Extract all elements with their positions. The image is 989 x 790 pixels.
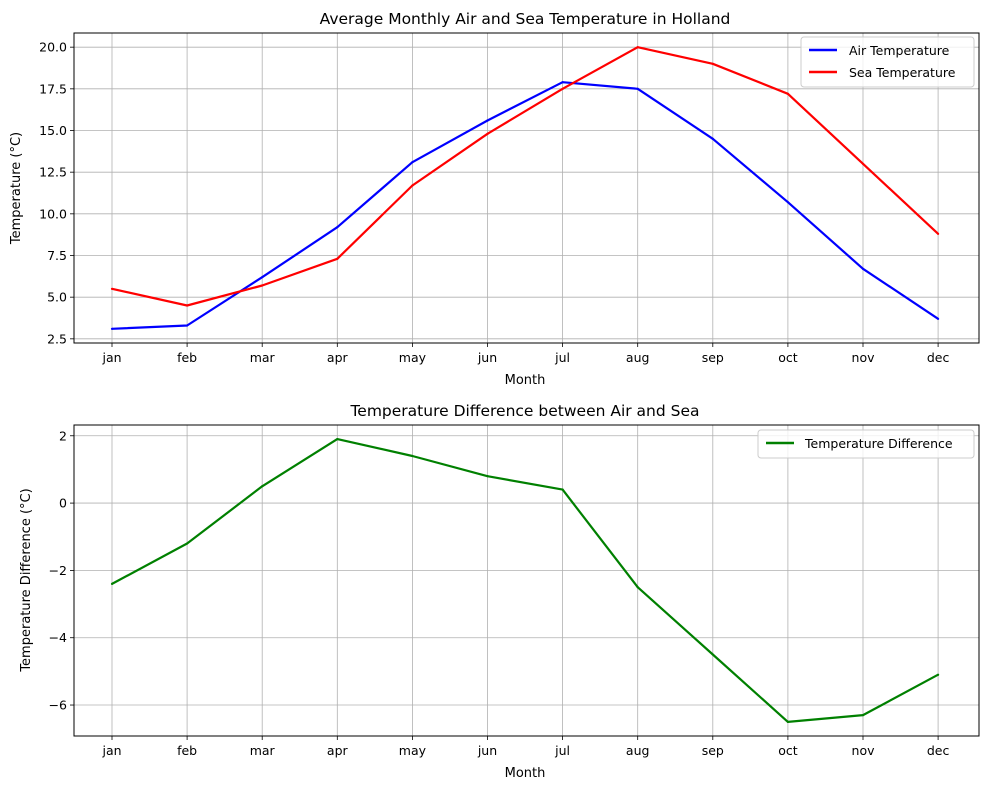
data-point-air-temperature — [336, 226, 339, 229]
axis-ticks: jan feb mar apr may jun jul aug sep oct nov dec 2.5 5… — [39, 40, 949, 365]
series-lines — [110, 438, 940, 724]
data-point-sea-temperature — [636, 46, 639, 49]
y-axis-label: Temperature Difference (°C) — [19, 488, 34, 672]
x-tick-label: feb — [177, 350, 197, 365]
x-tick-label: may — [399, 350, 427, 365]
data-point-sea-temperature — [937, 232, 940, 235]
x-tick-label: apr — [327, 350, 349, 365]
data-point-sea-temperature — [110, 287, 114, 290]
data-point-air-temperature — [786, 201, 790, 204]
data-point-air-temperature — [711, 137, 714, 140]
data-point-temperature-difference — [711, 653, 714, 656]
series-line-sea-temperature — [111, 46, 939, 307]
x-tick-label: sep — [702, 743, 724, 758]
data-point-temperature-difference — [486, 475, 489, 478]
data-point-air-temperature — [937, 317, 940, 320]
data-point-temperature-difference — [937, 673, 940, 676]
data-point-temperature-difference — [336, 438, 339, 441]
legend-label-sea-temperature: Sea Temperature — [849, 65, 956, 80]
y-tick-label: 2 — [59, 428, 67, 443]
data-point-air-temperature — [186, 324, 189, 327]
series-line-temperature-difference — [111, 438, 939, 724]
y-tick-label: −2 — [49, 563, 67, 578]
legend-label-temperature-difference: Temperature Difference — [804, 436, 953, 451]
x-tick-label: jan — [101, 743, 121, 758]
data-point-air-temperature — [110, 327, 114, 330]
data-point-air-temperature — [636, 87, 639, 90]
plot-area-frame — [73, 424, 980, 737]
x-tick-label: mar — [250, 743, 276, 758]
y-tick-label: 5.0 — [47, 290, 67, 305]
data-point-air-temperature — [561, 81, 564, 84]
data-point-sea-temperature — [261, 284, 264, 287]
x-axis-label: Month — [505, 766, 546, 781]
x-tick-label: dec — [927, 743, 950, 758]
y-tick-label: 20.0 — [39, 40, 67, 55]
legend: Air Temperature Sea Temperature — [800, 36, 975, 88]
data-point-sea-temperature — [186, 304, 189, 307]
legend: Temperature Difference — [757, 429, 975, 459]
chart-air-sea-temperature: Average Monthly Air and Sea Temperature … — [9, 10, 980, 388]
x-tick-label: nov — [852, 743, 876, 758]
legend-box — [800, 36, 975, 88]
x-tick-label: mar — [250, 350, 276, 365]
axis-ticks: jan feb mar apr may jun jul aug sep oct nov dec −6 −4… — [49, 428, 950, 758]
data-point-temperature-difference — [411, 454, 414, 458]
y-tick-label: 0 — [59, 496, 67, 511]
y-tick-label: 7.5 — [47, 248, 67, 263]
data-point-sea-temperature — [711, 62, 714, 65]
data-point-temperature-difference — [110, 582, 114, 585]
y-tick-label: −4 — [49, 630, 67, 645]
series-line-air-temperature — [111, 81, 939, 330]
x-tick-label: jul — [554, 743, 570, 758]
data-point-air-temperature — [861, 267, 865, 270]
x-tick-label: jun — [477, 743, 497, 758]
x-tick-label: dec — [927, 350, 950, 365]
data-point-sea-temperature — [786, 92, 790, 95]
x-tick-label: nov — [852, 350, 876, 365]
data-point-temperature-difference — [636, 586, 639, 589]
x-tick-label: feb — [177, 743, 197, 758]
data-point-sea-temperature — [861, 162, 865, 165]
data-point-air-temperature — [486, 119, 489, 122]
y-tick-label: 12.5 — [39, 165, 67, 180]
x-tick-label: may — [399, 743, 427, 758]
x-tick-label: oct — [778, 743, 798, 758]
x-tick-label: jun — [477, 350, 497, 365]
x-tick-label: aug — [626, 350, 650, 365]
data-point-temperature-difference — [786, 720, 790, 723]
y-tick-label: 2.5 — [47, 331, 67, 346]
data-point-temperature-difference — [186, 542, 189, 545]
data-point-sea-temperature — [561, 87, 564, 90]
data-point-temperature-difference — [261, 485, 264, 488]
y-tick-label: −6 — [49, 698, 67, 713]
y-tick-label: 10.0 — [39, 206, 67, 221]
chart-title: Average Monthly Air and Sea Temperature … — [320, 10, 731, 28]
y-tick-label: 15.0 — [39, 123, 67, 138]
data-point-air-temperature — [261, 276, 264, 279]
y-axis-label: Temperature (°C) — [9, 132, 24, 245]
x-tick-label: apr — [327, 743, 349, 758]
legend-label-air-temperature: Air Temperature — [849, 43, 950, 58]
data-point-sea-temperature — [411, 184, 414, 187]
data-point-temperature-difference — [561, 488, 564, 491]
y-tick-label: 17.5 — [39, 81, 67, 96]
x-tick-label: oct — [778, 350, 798, 365]
data-point-temperature-difference — [861, 714, 865, 717]
grid — [74, 425, 979, 736]
x-tick-label: aug — [626, 743, 650, 758]
x-tick-label: jan — [101, 350, 121, 365]
legend-box — [757, 429, 975, 459]
x-tick-label: jul — [554, 350, 570, 365]
data-point-air-temperature — [411, 161, 414, 164]
plot-area-frame — [73, 32, 980, 344]
x-tick-label: sep — [702, 350, 724, 365]
chart-title: Temperature Difference between Air and S… — [349, 402, 699, 420]
x-axis-label: Month — [505, 373, 546, 388]
chart-temperature-difference: Temperature Difference between Air and S… — [19, 402, 980, 781]
data-point-sea-temperature — [486, 132, 489, 135]
data-point-sea-temperature — [336, 257, 339, 260]
series-lines — [110, 46, 940, 330]
